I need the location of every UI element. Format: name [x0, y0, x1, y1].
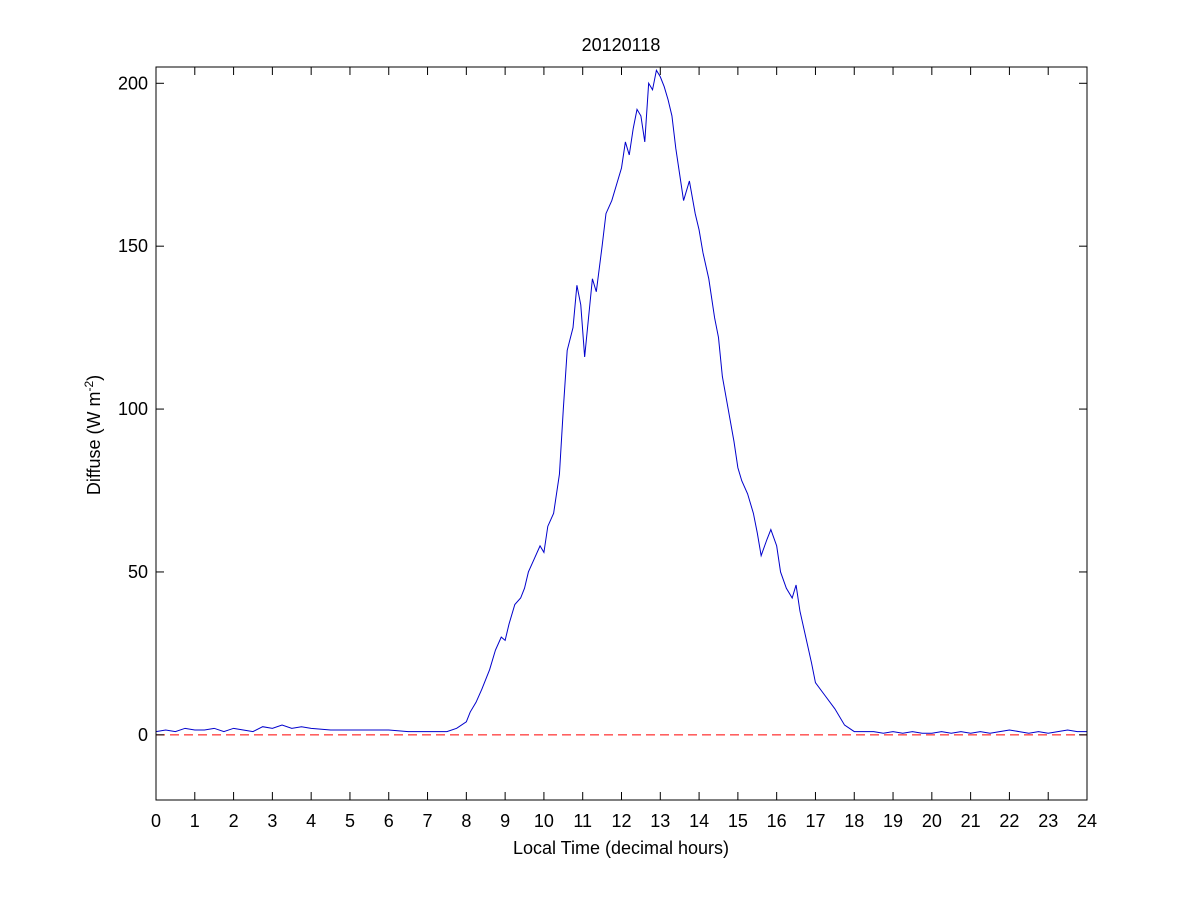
x-tick-label: 24: [1077, 811, 1097, 831]
x-tick-label: 0: [151, 811, 161, 831]
series-layer: [155, 68, 1087, 736]
x-tick-label: 16: [767, 811, 787, 831]
x-tick-label: 14: [689, 811, 709, 831]
x-tick-label: 4: [306, 811, 316, 831]
x-tick-label: 2: [229, 811, 239, 831]
y-axis-label-close: ): [84, 375, 104, 381]
y-axis-label: Diffuse (W m-2): [82, 375, 104, 495]
x-tick-label: 13: [650, 811, 670, 831]
x-tick-label: 3: [267, 811, 277, 831]
x-tick-label: 23: [1038, 811, 1058, 831]
y-tick-label: 0: [138, 725, 148, 745]
x-tick-label: 6: [384, 811, 394, 831]
y-tick-label: 200: [118, 73, 148, 93]
x-tick-label: 10: [534, 811, 554, 831]
x-tick-label: 17: [805, 811, 825, 831]
y-tick-label: 100: [118, 399, 148, 419]
y-axis-label-main: Diffuse (W m: [84, 391, 104, 495]
x-tick-label: 7: [423, 811, 433, 831]
x-tick-label: 21: [961, 811, 981, 831]
chart-title: 20120118: [582, 35, 661, 55]
x-tick-label: 15: [728, 811, 748, 831]
x-tick-label: 5: [345, 811, 355, 831]
x-tick-label: 9: [500, 811, 510, 831]
y-tick-label: 50: [128, 562, 148, 582]
x-axis-ticks: 0 1 2 3 4 5 6 7 8 9 10 11 12 13 14 15 16 17 18 19 20 21 22 23 24: [151, 67, 1097, 831]
x-axis-label: Local Time (decimal hours): [513, 838, 729, 858]
x-tick-label: 12: [611, 811, 631, 831]
x-tick-label: 22: [999, 811, 1019, 831]
x-tick-label: 18: [844, 811, 864, 831]
diffuse-series-line: [155, 68, 1087, 734]
x-tick-label: 19: [883, 811, 903, 831]
x-tick-label: 20: [922, 811, 942, 831]
x-tick-label: 8: [461, 811, 471, 831]
x-tick-label: 11: [573, 811, 592, 831]
x-tick-label: 1: [190, 811, 200, 831]
y-axis-ticks: 0 50 100 150 200: [118, 73, 1087, 745]
y-tick-label: 150: [118, 236, 148, 256]
y-axis-label-superscript: -2: [82, 380, 96, 391]
plot-background: [156, 67, 1087, 800]
plot-area: 0 1 2 3 4 5 6 7 8 9 10 11 12 13 14 15 16 17 18 19 20 21 22 23 24…: [118, 66, 1097, 831]
